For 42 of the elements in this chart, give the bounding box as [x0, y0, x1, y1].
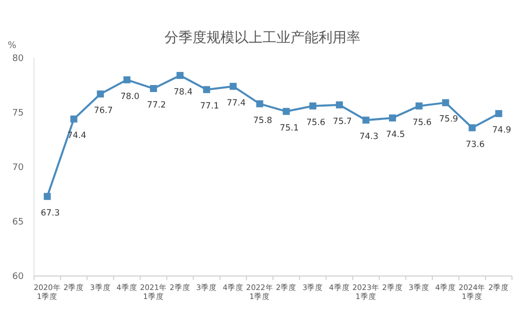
text: 77.2 — [147, 100, 166, 111]
text: 77.1 — [200, 102, 220, 112]
y-tick-label: 60 — [12, 272, 24, 282]
y-tick-label: 75 — [12, 108, 24, 118]
point — [309, 102, 316, 110]
text: 74.5 — [386, 130, 405, 140]
point — [176, 72, 184, 79]
point — [70, 116, 78, 123]
text: 73.6 — [466, 140, 485, 150]
point — [389, 114, 396, 122]
y-axis-title: % — [8, 41, 17, 51]
text: 75.7 — [332, 116, 352, 127]
point — [336, 101, 343, 108]
point — [256, 100, 264, 108]
text: 76.7 — [94, 106, 113, 116]
point — [123, 76, 130, 84]
point — [96, 90, 104, 98]
point — [282, 108, 290, 115]
text: 77.4 — [226, 98, 246, 108]
point — [44, 192, 51, 200]
point — [495, 110, 502, 118]
point — [203, 86, 210, 94]
chart-title: 分季度规模以上工业产能利用率 — [164, 30, 360, 46]
text: 67.3 — [40, 208, 60, 218]
y-tick-label: 65 — [12, 218, 24, 228]
text: 74.3 — [359, 132, 378, 142]
text: 75.6 — [306, 118, 326, 128]
point — [442, 99, 450, 106]
point — [468, 124, 476, 132]
point — [416, 102, 423, 110]
point — [362, 116, 370, 124]
y-tick-label: 70 — [12, 163, 24, 173]
point — [150, 85, 157, 92]
y-tick-label: 80 — [12, 54, 24, 64]
text: 75.9 — [439, 114, 458, 125]
text: 74.9 — [492, 126, 512, 136]
text: 75.1 — [280, 123, 299, 134]
point — [230, 82, 237, 90]
text: 75.8 — [253, 116, 272, 126]
text: 75.6 — [412, 118, 432, 128]
text: 78.0 — [120, 92, 140, 102]
text: 78.4 — [174, 87, 193, 98]
